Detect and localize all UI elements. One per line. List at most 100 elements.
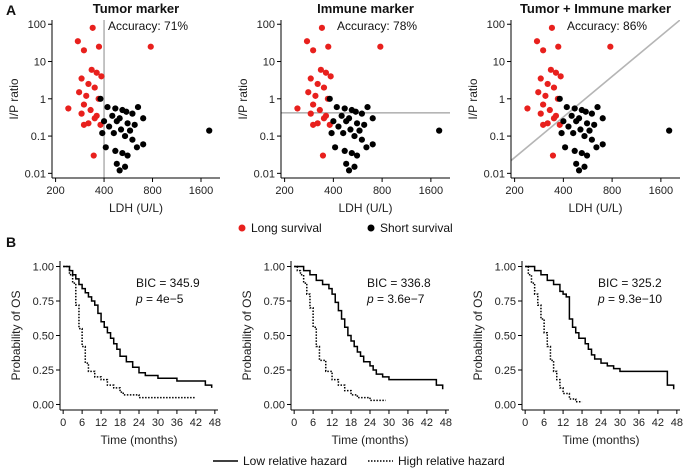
y-tick-label: 100 <box>257 19 275 31</box>
x-tick-label: 12 <box>95 417 107 429</box>
x-axis-label: Time (months) <box>332 433 409 447</box>
point-short <box>335 123 342 130</box>
point-short <box>352 108 359 115</box>
point-short <box>568 112 575 119</box>
p-value-annotation: p = 4e−5 <box>135 292 184 306</box>
x-tick-label: 12 <box>326 417 338 429</box>
x-tick-label: 200 <box>275 185 293 197</box>
point-long <box>65 105 72 112</box>
x-tick-label: 800 <box>143 185 161 197</box>
point-long <box>544 80 551 88</box>
point-short <box>129 136 136 143</box>
x-tick-label: 1600 <box>189 185 213 197</box>
point-short <box>331 144 339 151</box>
x-tick-label: 42 <box>421 417 433 429</box>
point-short <box>573 160 580 167</box>
y-axis-label: I/P ratio <box>7 78 21 119</box>
point-long <box>80 47 88 54</box>
point-short <box>578 149 585 157</box>
legend-long-label: Long survival <box>251 221 322 235</box>
point-short <box>353 152 361 159</box>
panel-title: Immune marker <box>317 1 414 16</box>
km-curve-high <box>294 265 386 402</box>
x-tick-label: 1600 <box>649 185 673 197</box>
x-tick-label: 200 <box>46 185 64 197</box>
point-short <box>129 110 136 117</box>
point-short <box>333 103 340 111</box>
point-short <box>116 167 123 174</box>
point-short <box>99 130 106 137</box>
scatter-panel-1: Tumor marker 200 400 800 1600 0.01 0.1 1 10 100 LD… <box>7 1 220 215</box>
point-long <box>327 73 334 80</box>
y-tick-label: 1 <box>499 94 505 106</box>
point-short <box>343 118 350 125</box>
point-long <box>542 92 549 99</box>
point-long <box>322 69 330 76</box>
x-tick-label: 6 <box>541 417 547 429</box>
point-short <box>356 127 363 134</box>
x-tick-label: 30 <box>614 417 626 429</box>
point-short <box>561 144 569 151</box>
x-tick-label: 42 <box>652 417 664 429</box>
point-short <box>582 108 589 115</box>
y-tick-label: 100 <box>487 19 505 31</box>
point-short <box>591 121 598 128</box>
point-short <box>133 144 141 151</box>
point-short <box>358 136 365 143</box>
point-short <box>123 108 130 115</box>
p-value-annotation: p = 9.3e−10 <box>597 292 662 306</box>
point-short <box>341 105 348 112</box>
point-long <box>310 121 317 128</box>
point-short <box>124 120 131 127</box>
point-short <box>583 120 591 127</box>
y-tick-label: 0.25 <box>495 365 516 377</box>
point-short <box>583 152 591 159</box>
p-symbol: p <box>597 292 605 306</box>
point-short <box>358 110 365 117</box>
y-tick-label: 1.00 <box>264 262 285 274</box>
point-long <box>377 43 384 50</box>
point-short <box>594 103 601 111</box>
point-short <box>353 120 361 127</box>
km-curve-low <box>294 265 444 390</box>
km-curve-low <box>63 265 213 388</box>
y-tick-label: 0.00 <box>495 399 516 411</box>
point-short <box>361 121 368 128</box>
y-tick-label: 0.01 <box>25 168 46 180</box>
point-short <box>436 127 443 134</box>
point-long <box>320 84 328 91</box>
y-tick-label: 0.75 <box>495 296 516 308</box>
x-tick-label: 400 <box>324 185 342 197</box>
point-short <box>328 130 335 137</box>
x-tick-label: 6 <box>79 417 85 429</box>
x-tick-label: 400 <box>554 185 572 197</box>
y-tick-label: 0.00 <box>33 399 54 411</box>
point-long <box>550 84 558 91</box>
y-tick-label: 0.50 <box>264 331 285 343</box>
scatter-panel-2: Immune marker 200 400 800 1600 0.01 0.1 1 10 100 L… <box>236 1 450 215</box>
y-tick-label: 0.1 <box>31 131 46 143</box>
point-long <box>147 43 154 50</box>
point-short <box>586 127 593 134</box>
x-tick-label: 18 <box>114 417 126 429</box>
point-long <box>294 105 301 112</box>
y-tick-label: 0.1 <box>260 131 275 143</box>
point-short <box>369 115 376 122</box>
point-short <box>363 144 370 151</box>
point-short <box>577 126 584 133</box>
point-short <box>102 144 109 151</box>
point-long <box>307 110 314 117</box>
accuracy-annotation: Accuracy: 71% <box>108 19 188 33</box>
x-tick-label: 0 <box>291 417 297 429</box>
point-short <box>97 95 104 102</box>
point-short <box>588 136 595 143</box>
point-long <box>540 47 547 54</box>
x-tick-label: 42 <box>190 417 202 429</box>
point-long <box>550 115 558 122</box>
y-tick-label: 10 <box>34 57 46 69</box>
x-axis-label: LDH (U/L) <box>109 201 163 215</box>
legend-high-label: High relative hazard <box>398 454 505 468</box>
point-short <box>100 118 108 125</box>
point-long <box>319 152 327 159</box>
